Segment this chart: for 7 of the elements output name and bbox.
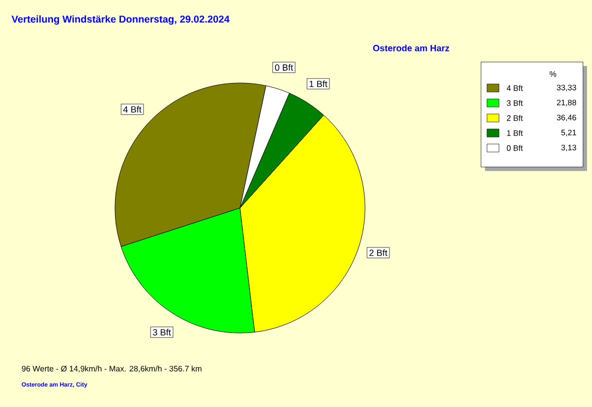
chart-subtitle: Osterode am Harz	[373, 44, 450, 52]
slice-label: 2 Bft	[369, 249, 388, 256]
slice-label: 1 Bft	[310, 80, 328, 88]
slice-label: 0 Bft	[275, 64, 294, 71]
chart-title: Verteilung Windstärke Donnerstag, 29.02.2024	[12, 15, 230, 25]
slice-label: 4 Bft	[123, 106, 142, 113]
slice-label: 3 Bft	[152, 328, 171, 336]
